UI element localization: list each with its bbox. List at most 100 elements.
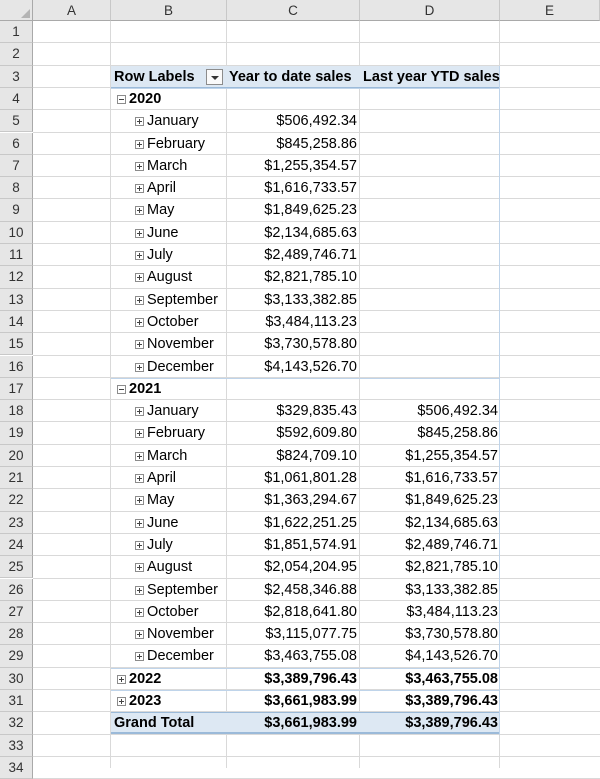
pivot-month-label[interactable]: August <box>147 269 193 286</box>
row-header-4[interactable]: 4 <box>0 87 33 111</box>
row-header-16[interactable]: 16 <box>0 355 33 378</box>
pivot-month-label[interactable]: March <box>147 157 188 174</box>
expand-icon[interactable] <box>135 652 144 662</box>
row-header-5[interactable]: 5 <box>0 110 33 133</box>
pivot-month-label[interactable]: March <box>147 447 188 464</box>
expand-icon[interactable] <box>135 161 144 171</box>
expand-icon[interactable] <box>135 451 144 461</box>
pivot-month-label[interactable]: January <box>147 113 199 130</box>
pivot-month-label[interactable]: August <box>147 559 193 576</box>
column-header-e[interactable]: E <box>500 0 600 21</box>
row-header-32[interactable]: 32 <box>0 712 33 735</box>
row-header-33[interactable]: 33 <box>0 734 33 757</box>
expand-icon[interactable] <box>135 429 144 439</box>
collapse-icon[interactable] <box>117 94 126 104</box>
row-header-11[interactable]: 11 <box>0 244 33 267</box>
pivot-month-label[interactable]: February <box>147 425 206 442</box>
expand-icon[interactable] <box>135 563 144 573</box>
row-header-30[interactable]: 30 <box>0 667 33 690</box>
expand-icon[interactable] <box>135 585 144 595</box>
row-header-2[interactable]: 2 <box>0 43 33 66</box>
row-header-26[interactable]: 26 <box>0 578 33 601</box>
pivot-month-label[interactable]: February <box>147 135 206 152</box>
row-header-8[interactable]: 8 <box>0 177 33 200</box>
row-header-3[interactable]: 3 <box>0 65 33 88</box>
expand-icon[interactable] <box>135 317 144 327</box>
expand-icon[interactable] <box>135 251 144 260</box>
row-header-13[interactable]: 13 <box>0 288 33 311</box>
grand-total-label[interactable]: Grand Total <box>114 715 195 732</box>
row-header-17[interactable]: 17 <box>0 377 33 401</box>
row-header-1[interactable]: 1 <box>0 21 33 44</box>
column-header-a[interactable]: A <box>33 0 111 21</box>
pivot-month-label[interactable]: January <box>147 403 199 420</box>
row-header-12[interactable]: 12 <box>0 266 33 289</box>
expand-icon[interactable] <box>135 228 144 238</box>
row-header-23[interactable]: 23 <box>0 511 33 534</box>
expand-icon[interactable] <box>135 607 144 617</box>
pivot-month-label[interactable]: May <box>147 202 175 219</box>
row-header-28[interactable]: 28 <box>0 623 33 646</box>
expand-icon[interactable] <box>135 474 144 483</box>
collapse-icon[interactable] <box>117 384 126 394</box>
expand-icon[interactable] <box>135 630 144 640</box>
pivot-month-label[interactable]: September <box>147 291 218 308</box>
pivot-month-label[interactable]: November <box>147 336 214 353</box>
pivot-month-label[interactable]: October <box>147 313 199 330</box>
row-header-14[interactable]: 14 <box>0 310 33 334</box>
pivot-row-labels-header[interactable]: Row Labels <box>114 68 195 85</box>
pivot-month-label[interactable]: May <box>147 492 175 509</box>
expand-icon[interactable] <box>135 295 144 305</box>
row-header-15[interactable]: 15 <box>0 333 33 356</box>
pivot-month-label[interactable]: December <box>147 358 214 375</box>
expand-icon[interactable] <box>135 362 144 372</box>
row-header-22[interactable]: 22 <box>0 489 33 512</box>
row-header-7[interactable]: 7 <box>0 154 33 178</box>
row-header-27[interactable]: 27 <box>0 600 33 624</box>
expand-icon[interactable] <box>135 273 144 283</box>
expand-icon[interactable] <box>135 540 144 550</box>
column-header-c[interactable]: C <box>227 0 360 21</box>
row-header-20[interactable]: 20 <box>0 444 33 467</box>
expand-icon[interactable] <box>135 117 144 127</box>
pivot-year-label[interactable]: 2021 <box>129 380 162 397</box>
row-header-10[interactable]: 10 <box>0 221 33 244</box>
row-labels-filter-dropdown-icon[interactable] <box>206 68 223 85</box>
pivot-month-label[interactable]: July <box>147 247 173 263</box>
select-all-corner[interactable] <box>0 0 33 21</box>
expand-icon[interactable] <box>135 340 144 350</box>
pivot-month-label[interactable]: September <box>147 581 218 598</box>
pivot-year-label[interactable]: 2020 <box>129 90 162 107</box>
expand-icon[interactable] <box>135 139 144 149</box>
row-header-25[interactable]: 25 <box>0 556 33 579</box>
pivot-header-last-year[interactable]: Last year YTD sales <box>363 68 500 85</box>
expand-icon[interactable] <box>117 697 126 706</box>
row-header-21[interactable]: 21 <box>0 467 33 490</box>
pivot-year-label[interactable]: 2022 <box>129 670 162 687</box>
pivot-month-label[interactable]: November <box>147 626 214 643</box>
expand-icon[interactable] <box>135 518 144 528</box>
pivot-month-label[interactable]: December <box>147 648 214 665</box>
expand-icon[interactable] <box>135 407 144 417</box>
pivot-year-label[interactable]: 2023 <box>129 693 162 709</box>
pivot-month-label[interactable]: October <box>147 603 199 620</box>
expand-icon[interactable] <box>135 496 144 506</box>
expand-icon[interactable] <box>117 674 126 684</box>
column-header-b[interactable]: B <box>111 0 227 21</box>
expand-icon[interactable] <box>135 206 144 216</box>
pivot-month-label[interactable]: July <box>147 536 173 553</box>
row-header-9[interactable]: 9 <box>0 199 33 222</box>
pivot-month-label[interactable]: June <box>147 514 179 531</box>
row-header-24[interactable]: 24 <box>0 533 33 557</box>
row-header-31[interactable]: 31 <box>0 690 33 713</box>
pivot-month-label[interactable]: June <box>147 224 179 241</box>
row-header-19[interactable]: 19 <box>0 422 33 445</box>
pivot-header-ytd[interactable]: Year to date sales <box>229 68 352 85</box>
row-header-29[interactable]: 29 <box>0 645 33 668</box>
pivot-month-label[interactable]: April <box>147 180 177 197</box>
row-header-6[interactable]: 6 <box>0 132 33 155</box>
pivot-month-label[interactable]: April <box>147 470 177 486</box>
column-header-d[interactable]: D <box>360 0 500 21</box>
expand-icon[interactable] <box>135 184 144 194</box>
